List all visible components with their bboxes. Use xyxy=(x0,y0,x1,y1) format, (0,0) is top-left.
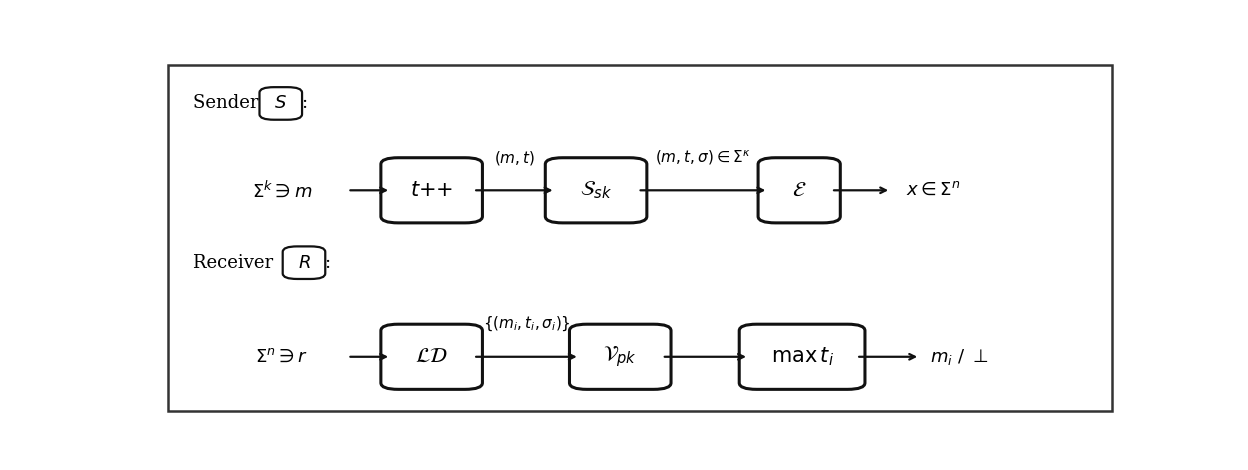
Text: $\mathrm{max}\, t_i$: $\mathrm{max}\, t_i$ xyxy=(770,345,834,368)
FancyBboxPatch shape xyxy=(381,158,483,223)
Text: $m_i\ /\ \bot$: $m_i\ /\ \bot$ xyxy=(930,347,988,367)
FancyBboxPatch shape xyxy=(758,158,840,223)
FancyBboxPatch shape xyxy=(167,65,1112,411)
Text: :: : xyxy=(324,254,331,272)
FancyBboxPatch shape xyxy=(569,324,671,389)
FancyBboxPatch shape xyxy=(283,246,326,279)
Text: $t{+}{+}$: $t{+}{+}$ xyxy=(411,181,453,200)
FancyBboxPatch shape xyxy=(260,87,302,120)
Text: $\mathcal{V}_{pk}$: $\mathcal{V}_{pk}$ xyxy=(603,345,638,369)
Text: $\mathcal{E}$: $\mathcal{E}$ xyxy=(792,181,806,200)
Text: $\Sigma^n \ni r$: $\Sigma^n \ni r$ xyxy=(255,348,308,366)
Text: :: : xyxy=(301,94,307,112)
Text: $(m, t)$: $(m, t)$ xyxy=(494,149,535,167)
FancyBboxPatch shape xyxy=(545,158,646,223)
Text: $\{(m_i, t_i, \sigma_i)\}$: $\{(m_i, t_i, \sigma_i)\}$ xyxy=(483,315,570,333)
Text: Sender: Sender xyxy=(192,94,265,112)
Text: $x \in \Sigma^n$: $x \in \Sigma^n$ xyxy=(906,181,960,199)
Text: $(m, t, \sigma) \in \Sigma^\kappa$: $(m, t, \sigma) \in \Sigma^\kappa$ xyxy=(655,148,750,167)
Text: $\Sigma^k \ni m$: $\Sigma^k \ni m$ xyxy=(252,180,312,201)
Text: Receiver: Receiver xyxy=(192,254,278,272)
Text: $S$: $S$ xyxy=(275,94,287,112)
FancyBboxPatch shape xyxy=(739,324,865,389)
Text: $R$: $R$ xyxy=(297,254,311,272)
FancyBboxPatch shape xyxy=(381,324,483,389)
Text: $\mathcal{S}_{sk}$: $\mathcal{S}_{sk}$ xyxy=(580,180,612,201)
Text: $\mathcal{L}\mathcal{D}$: $\mathcal{L}\mathcal{D}$ xyxy=(416,347,448,366)
